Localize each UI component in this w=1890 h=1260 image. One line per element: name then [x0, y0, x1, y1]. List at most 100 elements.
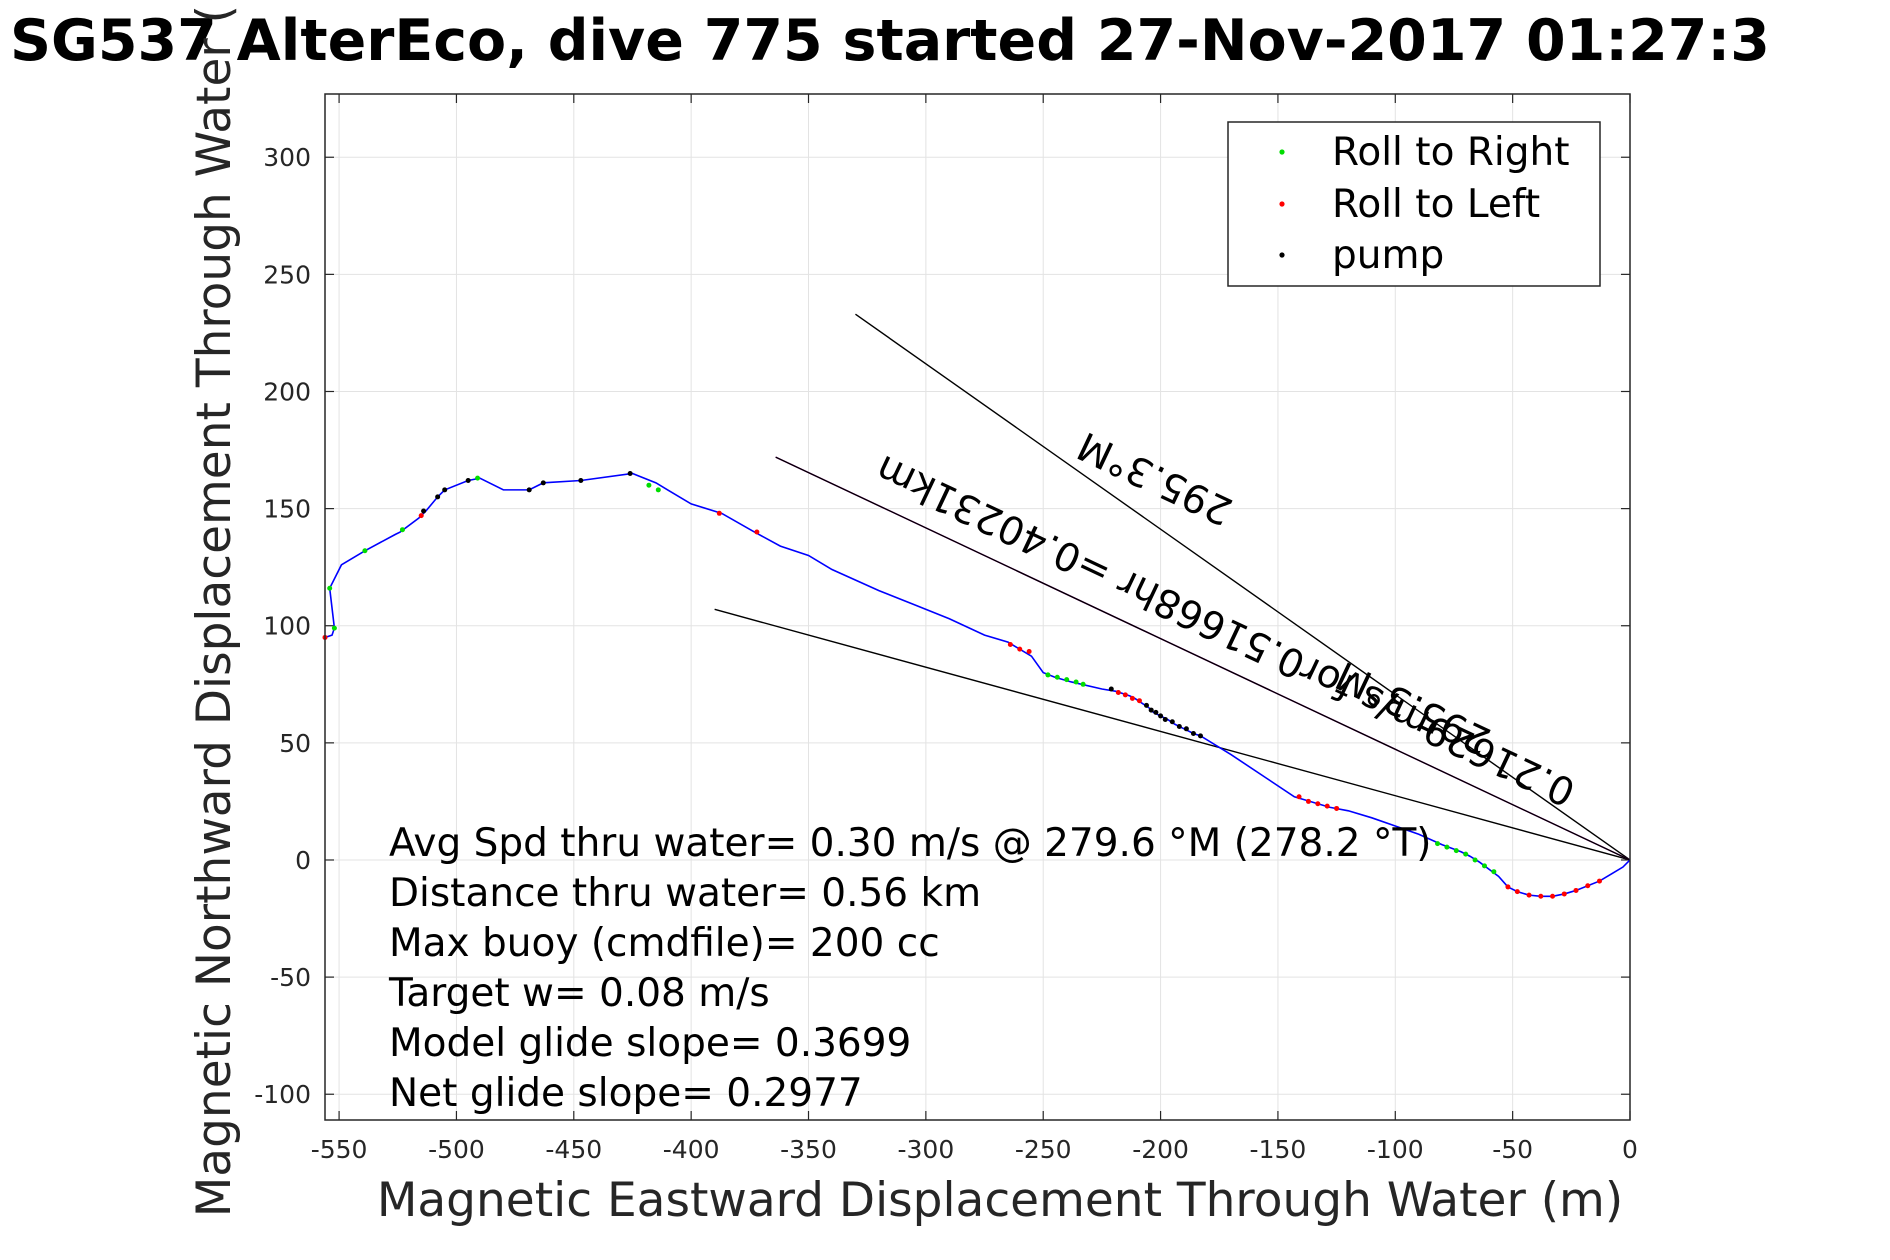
- roll-right-point: [1453, 848, 1459, 854]
- roll-left-point: [1324, 803, 1330, 809]
- y-tick-label: 100: [263, 612, 311, 641]
- legend-pump-marker: [1279, 252, 1285, 258]
- pump-point: [627, 470, 633, 476]
- target-w-text: Target w= 0.08 m/s: [388, 971, 770, 1016]
- x-tick-label: -400: [663, 1135, 720, 1164]
- roll-left-point: [1136, 698, 1142, 704]
- y-tick-label: 200: [263, 377, 311, 406]
- roll-left-point: [418, 513, 424, 519]
- roll-right-point: [1481, 863, 1487, 869]
- stats-annotation: Avg Spd thru water= 0.30 m/s @ 279.6 °M …: [388, 821, 1432, 1116]
- x-tick-label: -350: [780, 1135, 837, 1164]
- y-tick-label: 250: [263, 260, 311, 289]
- y-tick-label: 300: [263, 143, 311, 172]
- y-tick-label: -50: [270, 963, 311, 992]
- pump-point: [1153, 709, 1159, 715]
- x-axis-label: Magnetic Eastward Displacement Through W…: [377, 1173, 1623, 1228]
- pump-point: [442, 487, 448, 493]
- x-tick-label: -150: [1250, 1135, 1307, 1164]
- y-tick-label: -100: [254, 1080, 311, 1109]
- roll-right-point: [475, 475, 481, 481]
- roll-right-point: [1463, 851, 1469, 857]
- heading-line: [855, 313, 1631, 861]
- roll-right-point: [1064, 677, 1070, 683]
- roll-left-point: [1526, 892, 1532, 898]
- legend-roll-left-label: Roll to Left: [1332, 182, 1540, 227]
- net-glide-text: Net glide slope= 0.2977: [389, 1071, 863, 1116]
- tick-labels: -550 -500 -450 -400 -350 -300 -250 -200 -150 -100…: [254, 143, 1638, 1164]
- pump-point: [421, 508, 427, 514]
- plot-frame: [324, 93, 1631, 1121]
- y-axis-label: Magnetic Northward Displacement Through …: [187, 5, 242, 1217]
- y-tick-label: 0: [295, 846, 311, 875]
- pump-point: [1176, 723, 1182, 729]
- distance-text: Distance thru water= 0.56 km: [389, 871, 981, 916]
- roll-left-point: [1573, 887, 1579, 893]
- chart-title: SG537 AlterEco, dive 775 started 27-Nov-…: [10, 8, 1770, 74]
- roll-pump-markers: [322, 470, 1602, 899]
- pump-point: [1169, 719, 1175, 725]
- pump-point: [1190, 730, 1196, 736]
- roll-left-point: [1115, 690, 1121, 695]
- heading-line: [714, 608, 1631, 861]
- pump-point: [526, 487, 532, 493]
- pump-point: [578, 478, 584, 484]
- pump-point: [1143, 702, 1149, 708]
- x-tick-label: 0: [1622, 1135, 1638, 1164]
- roll-right-point: [399, 527, 405, 533]
- x-tick-label: -500: [428, 1135, 485, 1164]
- roll-right-point: [362, 548, 368, 554]
- pump-point: [435, 494, 441, 500]
- roll-right-point: [1435, 841, 1441, 847]
- pump-point: [465, 478, 471, 484]
- roll-right-point: [1045, 672, 1051, 678]
- legend-roll-right-label: Roll to Right: [1332, 130, 1570, 175]
- x-tick-label: -300: [897, 1135, 954, 1164]
- y-tick-label: 50: [279, 729, 311, 758]
- roll-right-point: [1073, 679, 1079, 685]
- max-buoy-text: Max buoy (cmdfile)= 200 cc: [389, 921, 940, 966]
- pump-point: [1197, 733, 1203, 739]
- legend-roll-right-marker: [1279, 149, 1285, 155]
- roll-left-point: [1315, 801, 1321, 807]
- x-tick-label: -200: [1132, 1135, 1189, 1164]
- roll-left-point: [1505, 884, 1511, 890]
- roll-right-point: [1444, 844, 1450, 850]
- roll-left-point: [1334, 805, 1340, 811]
- legend-roll-left-marker: [1279, 201, 1285, 207]
- roll-left-point: [1596, 878, 1602, 884]
- x-tick-label: -100: [1367, 1135, 1424, 1164]
- roll-left-point: [1007, 641, 1013, 647]
- model-glide-text: Model glide slope= 0.3699: [389, 1021, 911, 1066]
- roll-left-point: [1305, 798, 1311, 804]
- roll-left-point: [754, 529, 760, 535]
- roll-right-point: [1054, 674, 1060, 680]
- roll-right-point: [331, 625, 337, 631]
- roll-right-point: [1080, 681, 1086, 687]
- x-tick-label: -550: [311, 1135, 368, 1164]
- roll-right-point: [646, 482, 652, 488]
- pump-point: [1183, 726, 1189, 732]
- roll-left-point: [1550, 893, 1556, 899]
- y-tick-label: 150: [263, 495, 311, 524]
- heading-line: [775, 456, 1631, 861]
- pump-point: [1108, 686, 1114, 692]
- x-tick-label: -450: [545, 1135, 602, 1164]
- avg-speed-text: Avg Spd thru water= 0.30 m/s @ 279.6 °M …: [389, 821, 1432, 866]
- pump-point: [1162, 716, 1168, 722]
- legend: Roll to Right Roll to Left pump: [1227, 121, 1601, 287]
- roll-left-point: [716, 510, 722, 516]
- legend-pump-label: pump: [1332, 233, 1444, 278]
- roll-left-point: [1026, 649, 1032, 655]
- pump-point: [540, 480, 546, 486]
- roll-left-point: [1538, 893, 1544, 899]
- roll-right-point: [655, 487, 661, 493]
- x-tick-label: -250: [1015, 1135, 1072, 1164]
- legend-box: [1227, 121, 1601, 287]
- roll-left-point: [1296, 794, 1302, 800]
- roll-left-point: [1514, 889, 1520, 895]
- pump-point: [1148, 707, 1154, 713]
- roll-left-point: [1585, 883, 1591, 889]
- roll-left-point: [1017, 646, 1023, 652]
